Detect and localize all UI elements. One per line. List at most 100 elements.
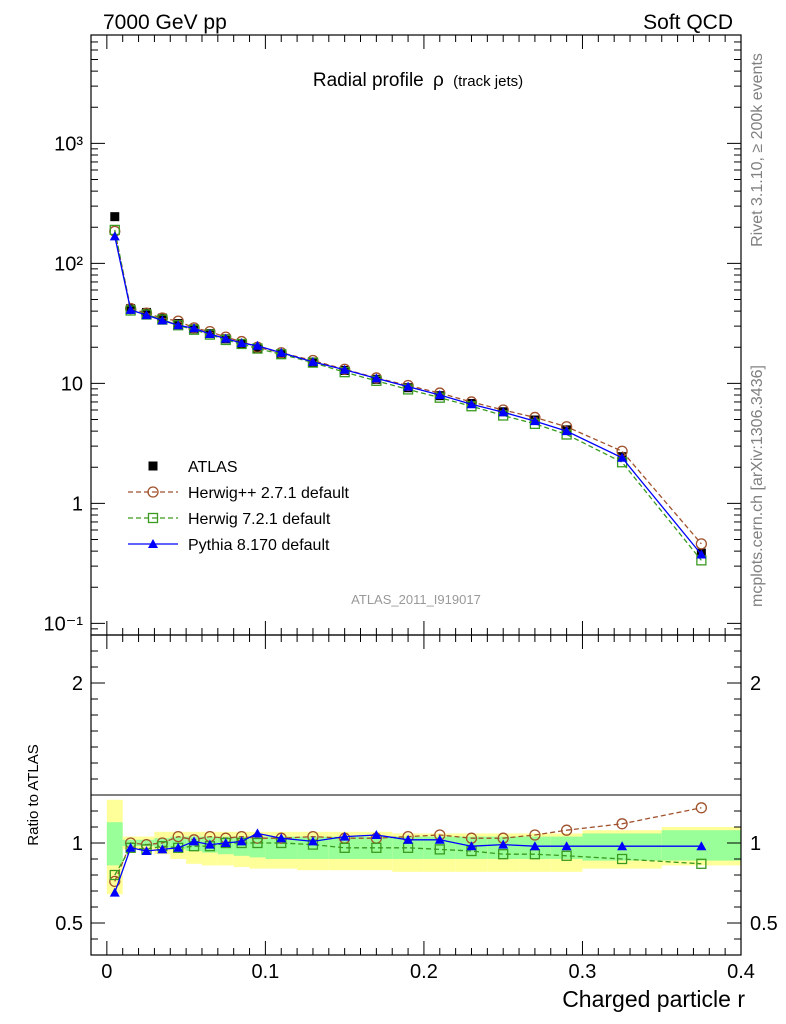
ratio-data-point	[616, 818, 628, 830]
data-point	[173, 320, 184, 330]
ratio-data-point	[561, 841, 572, 851]
data-point	[125, 304, 136, 314]
main-axis-ticks: 10⁻¹ 1 10 10² 10³	[44, 34, 742, 636]
x-axis-label: Charged particle r	[562, 986, 745, 1012]
ratio-y-tick-label-right: 0.5	[750, 913, 778, 935]
ratio-data-point	[616, 853, 628, 865]
data-point	[498, 407, 509, 417]
data-point	[204, 328, 215, 338]
data-point	[617, 452, 628, 462]
x-tick-label: 0.3	[569, 961, 597, 983]
ratio-data-point	[696, 858, 707, 869]
ratio-data-point	[434, 834, 445, 844]
ratio-y-tick-label-left: 1	[72, 833, 83, 855]
y-tick-label: 10	[61, 373, 83, 395]
y-tick-label: 10³	[54, 133, 83, 155]
series-line	[114, 231, 702, 545]
ratio-data-point	[204, 839, 215, 849]
ratio-data-point	[434, 844, 445, 855]
ratio-data-point	[617, 841, 628, 851]
data-point	[252, 340, 263, 350]
ratio-data-point	[529, 829, 541, 841]
main-title-suffix: (track jets)	[453, 73, 523, 90]
ratio-data-point	[125, 842, 136, 852]
ratio-series-pythia	[109, 828, 707, 897]
ratio-data-point	[371, 842, 382, 853]
y-tick-label: 1	[72, 493, 83, 515]
ratio-data-point	[561, 850, 572, 861]
ratio-data-point	[173, 842, 184, 852]
band-inner	[138, 839, 155, 847]
band-inner	[423, 836, 456, 859]
side-label-top: Rivet 3.1.10, ≥ 200k events	[749, 53, 766, 247]
legend-marker	[147, 486, 159, 498]
x-tick-label: 0.4	[727, 961, 755, 983]
legend-label: Herwig++ 2.7.1 default	[188, 485, 350, 502]
ratio-data-point	[252, 837, 263, 849]
data-point	[529, 416, 540, 426]
ratio-y-tick-label-right: 1	[750, 833, 761, 855]
x-tick-label: 0.2	[410, 961, 438, 983]
legend-marker	[148, 539, 158, 548]
main-series-group	[109, 212, 708, 566]
band-inner	[106, 822, 123, 866]
ratio-panel: 0.5 0.5 1 1 2 2 0 0.1 0.2 0.3 0.4 Ratio to ATLAS C…	[25, 634, 778, 1012]
main-title-symbol: ρ	[433, 70, 444, 91]
ratio-data-point	[695, 802, 708, 814]
x-tick-label: 0	[101, 961, 112, 983]
legend-marker	[148, 461, 158, 471]
ratio-data-point	[172, 830, 184, 843]
ratio-uncertainty-bands	[106, 799, 741, 895]
data-point	[339, 364, 350, 374]
data-point	[403, 381, 414, 391]
legend-label: Herwig 7.2.1 default	[188, 511, 331, 528]
ratio-data-point	[307, 836, 318, 846]
series-pythia	[109, 231, 707, 559]
ratio-data-point	[236, 836, 247, 846]
legend: ATLAS Herwig++ 2.7.1 default Herwig 7.2.1 …	[128, 459, 350, 554]
band-inner	[392, 836, 424, 859]
data-point	[696, 549, 707, 559]
band-inner	[297, 836, 329, 859]
data-point	[466, 399, 477, 409]
ratio-data-point	[498, 839, 509, 849]
series-line	[114, 236, 702, 555]
ratio-data-point	[252, 828, 263, 838]
ratio-series-line	[114, 832, 702, 893]
ratio-data-point	[109, 887, 120, 897]
ratio-ylabel: Ratio to ATLAS	[25, 744, 42, 845]
data-point	[236, 337, 247, 347]
data-point	[157, 315, 168, 325]
legend-label: ATLAS	[188, 459, 238, 476]
y-tick-label: 10⁻¹	[44, 613, 84, 635]
data-point	[307, 356, 318, 366]
data-point	[276, 347, 287, 357]
ratio-data-point	[696, 841, 707, 851]
ratio-data-point	[276, 833, 287, 843]
data-point	[371, 373, 382, 383]
ratio-data-point	[560, 824, 573, 836]
data-point	[141, 310, 152, 320]
ratio-data-point	[109, 869, 120, 881]
legend-marker	[147, 512, 159, 524]
header-right: Soft QCD	[643, 11, 733, 34]
ratio-data-point	[371, 830, 382, 839]
main-title: Radial profile ρ (track jets)	[313, 70, 523, 91]
ratio-series-group	[109, 802, 708, 897]
ratio-data-point	[220, 838, 231, 847]
ratio-data-point	[339, 831, 350, 841]
data-point	[189, 323, 200, 333]
data-point	[695, 538, 708, 550]
ratio-data-point	[189, 836, 200, 846]
header-left: 7000 GeV pp	[103, 11, 227, 34]
data-point	[561, 426, 572, 436]
ratio-data-point	[403, 834, 414, 844]
ratio-series-line	[114, 807, 702, 882]
ratio-data-point	[498, 849, 509, 860]
data-point	[110, 212, 120, 222]
ratio-data-point	[529, 841, 540, 851]
band-inner	[328, 836, 361, 859]
main-title-text: Radial profile	[313, 70, 424, 91]
side-label-bottom: mcplots.cern.ch [arXiv:1306.3436]	[749, 365, 766, 607]
